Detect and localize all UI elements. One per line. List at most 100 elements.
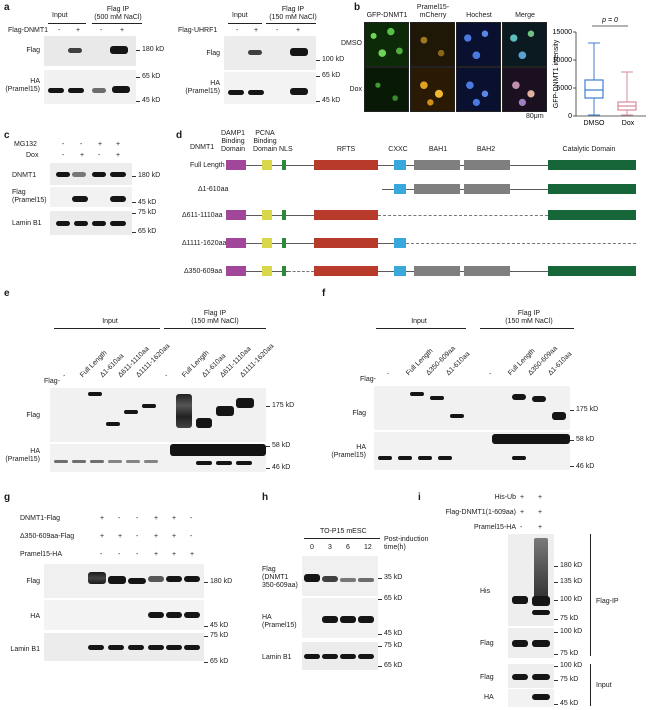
blot-label-pramel15: (Pramel15)	[331, 452, 366, 459]
dox-label: Dox	[26, 152, 39, 159]
blot-label-lamin: Lamin B1	[262, 654, 292, 661]
blot-flag	[302, 556, 378, 596]
pvalue-label: p = 0	[601, 17, 618, 24]
blot-label-pramel15: (Pramel15)	[12, 197, 47, 204]
mw-marker: 65 kD	[142, 73, 161, 80]
sign: +	[538, 494, 543, 501]
y-tick: 5000	[556, 85, 572, 92]
sign: +	[154, 515, 159, 522]
blot-label-flag: Flag	[206, 50, 220, 57]
sign: +	[100, 533, 105, 540]
group-label-flag-ip: Flag-IP	[596, 598, 619, 605]
micrograph-dox-hoechst	[456, 67, 501, 112]
construct-label: Δ611-1110aa	[182, 212, 223, 219]
domain-header: DAMP1	[220, 130, 246, 137]
ip-label: Flag IP	[281, 6, 305, 13]
micrograph-dox-mcherry	[410, 67, 455, 112]
blot-label-flag: Flag	[352, 410, 366, 417]
blot-ha	[374, 432, 570, 470]
domain-header: CXXC	[388, 146, 408, 153]
blot-flag	[224, 36, 316, 70]
row-name: His-Ub	[494, 494, 516, 501]
sign: +	[538, 509, 543, 516]
input-bracket	[590, 664, 591, 706]
scale-bar-label: 80μm	[526, 113, 544, 120]
domain-header: Domain	[252, 146, 278, 153]
micrograph-dmso-mcherry	[410, 22, 455, 67]
col-header-merge: Merge	[515, 12, 535, 19]
blot-label-his: His	[480, 588, 491, 595]
row-name: Pramel15-HA	[20, 551, 63, 558]
mw-marker: 45 kD	[560, 700, 579, 707]
mw-marker: 75 kD	[384, 642, 403, 649]
micrograph-dmso-gfp	[364, 22, 409, 67]
input-underline	[228, 23, 262, 24]
sign: -	[118, 551, 121, 558]
mw-marker: 46 kD	[576, 463, 595, 470]
panel-h-label: h	[262, 492, 269, 503]
blot-ha-input	[508, 689, 554, 707]
x-tick: Dox	[622, 120, 635, 127]
blot-ha	[302, 598, 378, 638]
flag-uhrf1-label: Flag-UHRF1	[178, 27, 218, 34]
ip-underline	[92, 23, 142, 24]
blot-label-flag: Flag	[26, 47, 40, 54]
col-header-hoechst: Hochest	[466, 12, 492, 19]
blot-label-dnmt1: DNMT1	[12, 172, 37, 179]
blot-label-lamin: Lamin B1	[12, 220, 42, 227]
blot-label-ha: HA	[262, 614, 272, 621]
blot-label-pramel15: (Pramel15)	[185, 88, 220, 95]
blot-label-flag: Flag	[480, 674, 494, 681]
blot-ha	[224, 72, 316, 104]
cell-underline	[304, 538, 380, 539]
blot-label-ha: HA	[356, 444, 366, 451]
blot-label-pramel15: (Pramel15)	[5, 86, 40, 93]
sign: -	[136, 515, 139, 522]
dnmt1-header: DNMT1	[190, 144, 215, 151]
mw-marker: 75 kD	[560, 615, 579, 622]
construct-label: Full Length	[190, 162, 225, 169]
lane-label: -	[385, 370, 392, 377]
mw-marker: 45 kD	[322, 97, 341, 104]
ip-salt-label: (150 mM NaCl)	[191, 318, 239, 325]
mw-marker: 35 kD	[384, 574, 403, 581]
mw-marker: 100 kD	[560, 662, 583, 669]
sign: +	[520, 494, 525, 501]
sign: +	[80, 152, 85, 159]
ip-underline	[266, 23, 316, 24]
blot-label-pramel15: (Pramel15)	[5, 456, 40, 463]
sign: +	[520, 509, 525, 516]
panel-c-label: c	[4, 130, 10, 141]
domain-header: Catalytic Domain	[562, 146, 616, 153]
flag-ip-bracket	[590, 534, 591, 656]
domain-header: BAH2	[476, 146, 496, 153]
time-point: 12	[364, 544, 372, 551]
mw-marker: 58 kD	[576, 436, 595, 443]
blot-flag-input	[508, 664, 554, 688]
panel-e-label: e	[4, 288, 10, 299]
group-label-input: Input	[596, 682, 612, 689]
domain-header: Binding	[253, 138, 277, 145]
sign: -	[62, 152, 65, 159]
blot-label-ha: HA	[210, 80, 220, 87]
construct-label: Δ1-610aa	[198, 186, 229, 193]
construct-label: Δ1111-1620aa	[182, 240, 227, 247]
construct-label: Δ350-609aa	[184, 268, 223, 275]
sign: +	[154, 551, 159, 558]
mw-marker: 180 kD	[142, 46, 165, 53]
mw-marker: 100 kD	[560, 596, 583, 603]
sign: -	[276, 27, 279, 34]
mw-marker: 175 kD	[576, 406, 599, 413]
mw-marker: 75 kD	[560, 650, 579, 657]
blot-label-lamin: Lamin B1	[10, 646, 40, 653]
blot-dnmt1	[50, 163, 132, 185]
sign: -	[58, 27, 61, 34]
y-tick: 0	[568, 113, 572, 120]
domain-header: Binding	[221, 138, 245, 145]
blot-label-flag: Flag	[262, 566, 276, 573]
blot-label-ha: HA	[30, 78, 40, 85]
panel-g-label: g	[4, 492, 11, 503]
panel-f-label: f	[322, 288, 326, 299]
input-underline	[48, 23, 86, 24]
blot-flag	[44, 36, 136, 66]
